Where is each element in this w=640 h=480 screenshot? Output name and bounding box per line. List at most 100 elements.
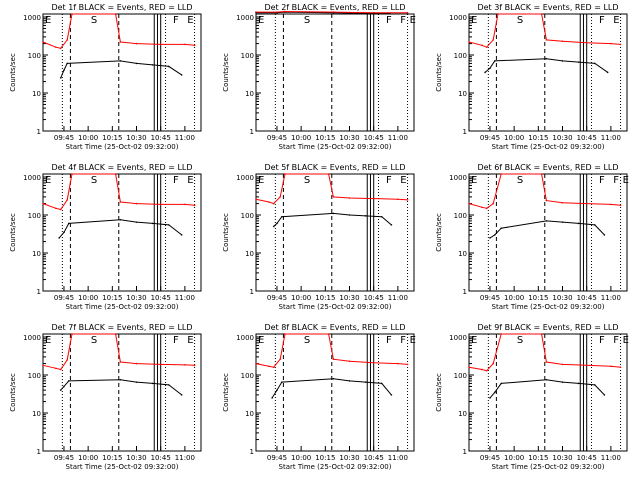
lld-point bbox=[71, 173, 73, 175]
x-tick-label: 09:45 bbox=[480, 134, 500, 142]
y-tick-label: 10 bbox=[32, 250, 41, 258]
marker-letter: F bbox=[173, 15, 179, 26]
panel-1: Det 1f BLACK = Events, RED = LLD 1 10 100 10… bbox=[9, 3, 202, 151]
y-tick-label: 100 bbox=[241, 372, 254, 380]
x-tick-label: 10:00 bbox=[78, 294, 98, 302]
x-tick-label: 10:30 bbox=[126, 134, 146, 142]
y-tick-label: 1000 bbox=[236, 14, 254, 22]
lld-point bbox=[468, 366, 470, 369]
y-tick-label: 100 bbox=[28, 52, 41, 60]
panel-3: Det 3f BLACK = Events, RED = LLD 1 10 100 10… bbox=[435, 3, 628, 151]
marker-letter: S bbox=[517, 15, 523, 26]
x-tick-label: 10:45 bbox=[577, 294, 597, 302]
lld-point bbox=[500, 333, 503, 335]
y-tick-label: 1000 bbox=[23, 174, 41, 182]
x-tick-label: 11:00 bbox=[175, 454, 195, 462]
x-tick-label: 10:00 bbox=[78, 454, 98, 462]
y-tick-label: 1000 bbox=[23, 334, 41, 342]
events-point bbox=[348, 380, 351, 382]
events-point bbox=[500, 382, 503, 385]
lld-point bbox=[268, 201, 270, 203]
marker-letter: E bbox=[613, 15, 619, 26]
events-point bbox=[135, 221, 138, 223]
x-axis-label: Start Time (25-Oct-02 09:32:00) bbox=[66, 463, 179, 471]
panel-title: Det 8f BLACK = Events, RED = LLD bbox=[264, 323, 405, 332]
x-tick-label: 09:45 bbox=[480, 454, 500, 462]
events-point bbox=[606, 71, 609, 74]
plot-frame bbox=[255, 173, 415, 292]
panel-title: Det 1f BLACK = Events, RED = LLD bbox=[51, 3, 192, 12]
events-point bbox=[66, 62, 68, 65]
marker-letter: F bbox=[613, 335, 619, 346]
events-point bbox=[135, 62, 138, 65]
events-point bbox=[593, 384, 596, 386]
lld-point bbox=[55, 207, 57, 210]
x-tick-label: 09:45 bbox=[267, 454, 287, 462]
lld-point bbox=[255, 198, 257, 201]
lld-point bbox=[255, 11, 257, 13]
lld-point bbox=[135, 362, 138, 365]
x-tick-label: 11:00 bbox=[601, 454, 621, 462]
x-tick-label: 09:45 bbox=[267, 294, 287, 302]
events-point bbox=[332, 212, 335, 215]
y-axis-label: Counts/sec bbox=[222, 213, 230, 252]
marker-letter: E bbox=[187, 15, 193, 26]
marker-letter: F bbox=[599, 335, 605, 346]
marker-letter: F bbox=[173, 335, 179, 346]
y-tick-label: 1 bbox=[37, 128, 41, 136]
events-point bbox=[545, 220, 548, 222]
x-axis-label: Start Time (25-Oct-02 09:32:00) bbox=[279, 463, 392, 471]
marker-letter: S bbox=[304, 175, 310, 186]
marker-letter: F bbox=[386, 335, 392, 346]
events-point bbox=[119, 378, 122, 381]
y-tick-label: 10 bbox=[32, 410, 41, 418]
lld-point bbox=[481, 368, 483, 371]
y-tick-label: 1 bbox=[463, 448, 467, 456]
marker-letter: E bbox=[623, 175, 629, 186]
events-point bbox=[180, 234, 183, 236]
marker-letter: E bbox=[400, 175, 406, 186]
events-series-line bbox=[256, 11, 390, 14]
events-point bbox=[271, 397, 273, 399]
x-tick-label: 09:45 bbox=[480, 294, 500, 302]
plot-frame bbox=[468, 333, 628, 452]
lld-point bbox=[284, 10, 286, 13]
lld-point bbox=[55, 367, 57, 370]
lld-point bbox=[481, 44, 483, 47]
lld-point bbox=[279, 358, 281, 361]
lld-point bbox=[348, 360, 351, 363]
x-tick-label: 10:15 bbox=[102, 134, 122, 142]
marker-letter: S bbox=[517, 175, 523, 186]
y-axis-label: Counts/sec bbox=[222, 53, 230, 92]
lld-point bbox=[114, 173, 117, 175]
panel-6: Det 6f BLACK = Events, RED = LLD 1 10 100 10… bbox=[435, 163, 629, 311]
lld-point bbox=[585, 202, 588, 205]
lld-point bbox=[540, 13, 543, 15]
marker-letter: F bbox=[599, 175, 605, 186]
y-tick-label: 10 bbox=[32, 90, 41, 98]
lld-point bbox=[545, 361, 548, 363]
x-tick-label: 10:45 bbox=[151, 294, 171, 302]
events-point bbox=[593, 224, 596, 226]
x-tick-label: 10:00 bbox=[291, 294, 311, 302]
lld-point bbox=[468, 202, 470, 205]
lld-series-line bbox=[255, 173, 408, 205]
y-tick-label: 1000 bbox=[236, 334, 254, 342]
lld-point bbox=[332, 196, 335, 198]
x-tick-label: 10:30 bbox=[552, 294, 572, 302]
events-series-line bbox=[489, 220, 605, 239]
panel-2: Det 2f BLACK = Events, RED = LLD 1 10 100 10… bbox=[222, 3, 416, 151]
plot-frame bbox=[468, 173, 628, 292]
events-point bbox=[593, 62, 596, 65]
y-tick-label: 10 bbox=[245, 90, 254, 98]
x-tick-label: 10:45 bbox=[364, 134, 384, 142]
x-tick-label: 11:00 bbox=[388, 294, 408, 302]
y-tick-label: 1000 bbox=[23, 14, 41, 22]
lld-point bbox=[610, 42, 612, 45]
lld-point bbox=[279, 196, 281, 198]
x-axis-label: Start Time (25-Oct-02 09:32:00) bbox=[492, 463, 605, 471]
x-tick-label: 10:30 bbox=[552, 454, 572, 462]
lld-point bbox=[184, 203, 186, 206]
x-tick-label: 10:30 bbox=[339, 134, 359, 142]
lld-point bbox=[500, 173, 503, 175]
